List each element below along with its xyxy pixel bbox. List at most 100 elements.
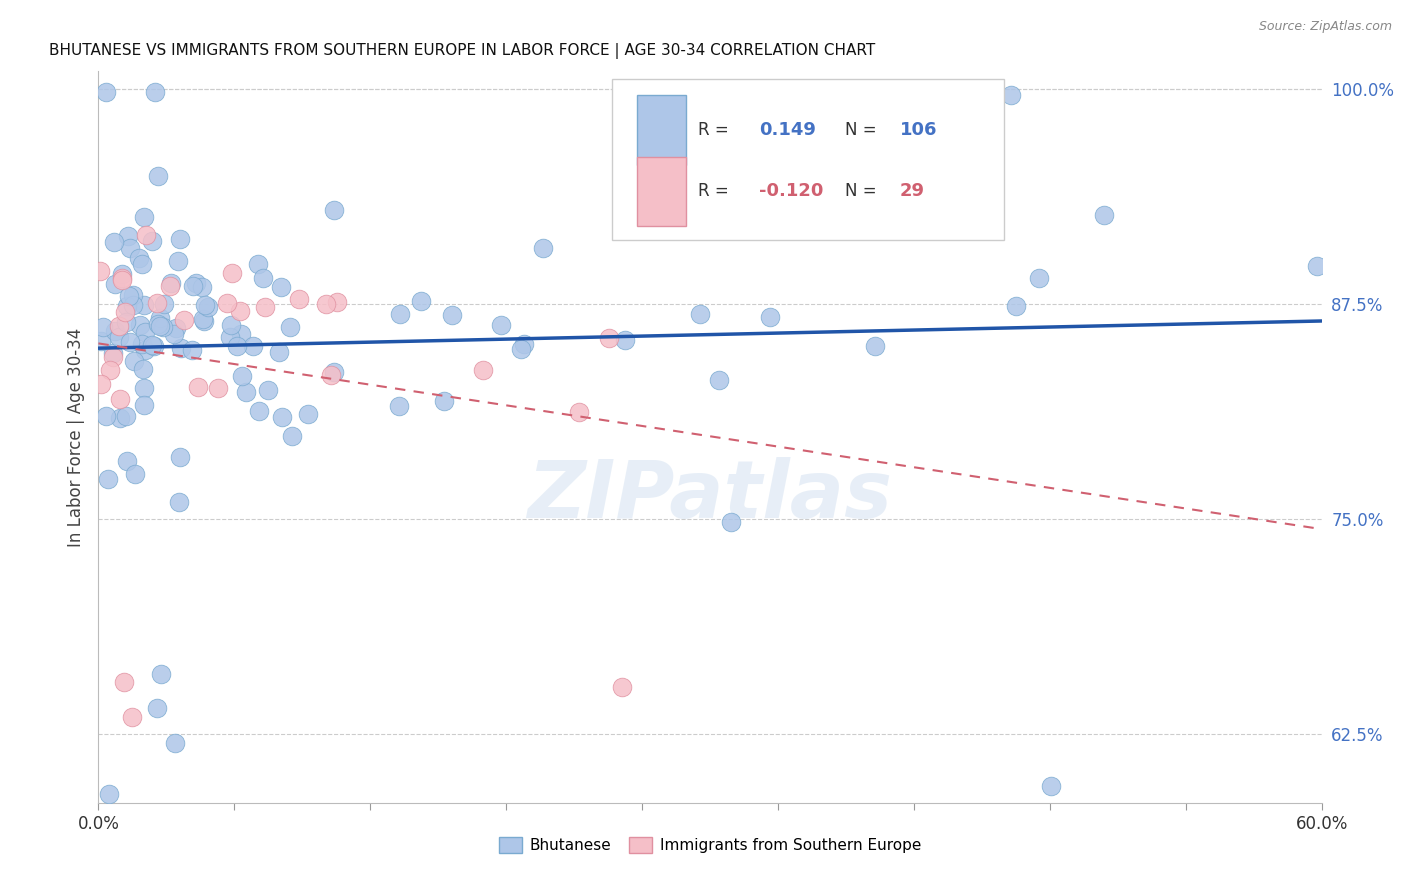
Point — [491, 318, 513, 332]
Point — [145, 295, 167, 310]
Point — [149, 319, 172, 334]
Point — [104, 277, 127, 291]
Point — [142, 338, 165, 352]
Point — [709, 373, 731, 387]
Point — [938, 219, 960, 234]
Point — [388, 307, 411, 321]
Point — [163, 326, 186, 341]
Text: R =: R = — [697, 121, 728, 139]
Point — [121, 298, 143, 312]
Point — [1004, 299, 1026, 313]
Legend: Bhutanese, Immigrants from Southern Europe: Bhutanese, Immigrants from Southern Euro… — [491, 830, 929, 861]
Point — [98, 362, 121, 376]
Point — [181, 279, 204, 293]
Point — [159, 277, 181, 291]
Text: 0.149: 0.149 — [759, 121, 815, 139]
Text: N =: N = — [845, 121, 876, 139]
Text: N =: N = — [845, 182, 876, 201]
Point — [252, 271, 274, 285]
Point — [149, 311, 172, 326]
Point — [315, 297, 337, 311]
Point — [90, 334, 112, 348]
Point — [145, 701, 167, 715]
Point — [388, 399, 411, 413]
Point — [165, 320, 187, 334]
Point — [270, 410, 292, 425]
Point — [128, 318, 150, 332]
Point — [319, 368, 342, 383]
Point — [531, 241, 554, 255]
Point — [117, 228, 139, 243]
Point — [132, 381, 155, 395]
Point — [689, 307, 711, 321]
Point — [96, 85, 118, 99]
Point — [207, 381, 229, 395]
Point — [197, 300, 219, 314]
Point — [132, 362, 155, 376]
Point — [612, 681, 634, 695]
Point — [121, 710, 143, 724]
Point — [270, 280, 292, 294]
Point — [169, 450, 191, 465]
Point — [97, 472, 120, 486]
Point — [281, 429, 304, 443]
Point — [187, 379, 209, 393]
Point — [1028, 271, 1050, 285]
Text: BHUTANESE VS IMMIGRANTS FROM SOUTHERN EUROPE IN LABOR FORCE | AGE 30-34 CORRELAT: BHUTANESE VS IMMIGRANTS FROM SOUTHERN EU… — [49, 43, 876, 59]
Text: 29: 29 — [900, 182, 925, 201]
Point — [132, 398, 155, 412]
Point — [759, 310, 782, 325]
Point — [94, 409, 117, 423]
Point — [170, 342, 193, 356]
Point — [513, 336, 536, 351]
Point — [297, 407, 319, 421]
Point — [257, 383, 280, 397]
Point — [326, 294, 349, 309]
Point — [159, 278, 181, 293]
Point — [115, 454, 138, 468]
Point — [114, 305, 136, 319]
Point — [169, 232, 191, 246]
Point — [131, 257, 153, 271]
Point — [191, 312, 214, 326]
Point — [409, 294, 432, 309]
Point — [146, 169, 169, 184]
Point — [229, 304, 252, 318]
Point — [128, 252, 150, 266]
Point — [114, 409, 136, 423]
Point — [89, 264, 111, 278]
Point — [235, 385, 257, 400]
Y-axis label: In Labor Force | Age 30-34: In Labor Force | Age 30-34 — [66, 327, 84, 547]
Point — [118, 289, 141, 303]
Point — [134, 343, 156, 357]
Point — [108, 329, 131, 343]
Point — [165, 735, 187, 749]
Point — [193, 314, 215, 328]
Point — [510, 343, 533, 357]
Point — [97, 787, 120, 801]
Point — [322, 202, 344, 217]
Point — [104, 324, 127, 338]
Point — [253, 300, 276, 314]
Point — [111, 273, 134, 287]
Point — [280, 319, 302, 334]
Point — [440, 309, 463, 323]
Point — [115, 300, 138, 314]
Point — [108, 318, 131, 333]
Point — [93, 320, 115, 334]
Point — [231, 368, 253, 383]
Point — [217, 296, 239, 310]
Point — [219, 318, 242, 332]
Point — [247, 404, 270, 418]
Point — [720, 516, 742, 530]
Point — [322, 365, 344, 379]
FancyBboxPatch shape — [637, 95, 686, 165]
Point — [152, 320, 174, 334]
Point — [150, 666, 173, 681]
Point — [191, 280, 214, 294]
Point — [118, 241, 141, 255]
Point — [111, 267, 134, 281]
Point — [167, 495, 190, 509]
Point — [122, 354, 145, 368]
Point — [598, 331, 620, 345]
